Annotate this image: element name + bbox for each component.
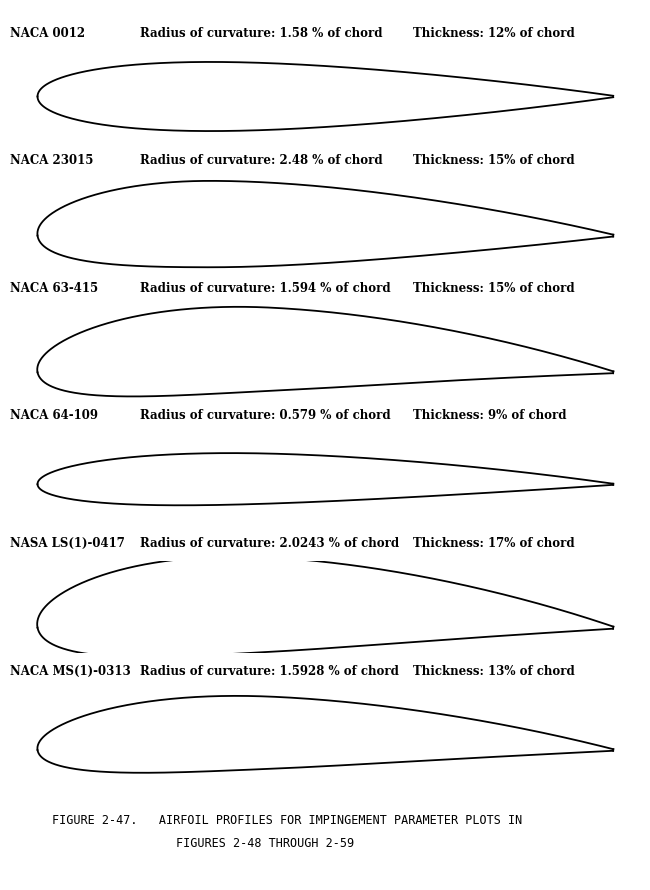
Text: Radius of curvature: 2.48 % of chord: Radius of curvature: 2.48 % of chord xyxy=(140,154,382,167)
Text: FIGURE 2-47.   AIRFOIL PROFILES FOR IMPINGEMENT PARAMETER PLOTS IN: FIGURE 2-47. AIRFOIL PROFILES FOR IMPING… xyxy=(52,814,522,828)
Text: FIGURES 2-48 THROUGH 2-59: FIGURES 2-48 THROUGH 2-59 xyxy=(176,837,354,850)
Text: NACA 23015: NACA 23015 xyxy=(10,154,93,167)
Text: NACA 63-415: NACA 63-415 xyxy=(10,282,98,295)
Text: NASA LS(1)-0417: NASA LS(1)-0417 xyxy=(10,537,125,550)
Text: Radius of curvature: 0.579 % of chord: Radius of curvature: 0.579 % of chord xyxy=(140,409,391,423)
Text: Thickness: 15% of chord: Thickness: 15% of chord xyxy=(413,282,575,295)
Text: Radius of curvature: 2.0243 % of chord: Radius of curvature: 2.0243 % of chord xyxy=(140,537,399,550)
Text: Thickness: 15% of chord: Thickness: 15% of chord xyxy=(413,154,575,167)
Text: Thickness: 9% of chord: Thickness: 9% of chord xyxy=(413,409,566,423)
Text: NACA MS(1)-0313: NACA MS(1)-0313 xyxy=(10,665,131,677)
Text: Radius of curvature: 1.594 % of chord: Radius of curvature: 1.594 % of chord xyxy=(140,282,391,295)
Text: Thickness: 13% of chord: Thickness: 13% of chord xyxy=(413,665,575,677)
Text: Radius of curvature: 1.5928 % of chord: Radius of curvature: 1.5928 % of chord xyxy=(140,665,398,677)
Text: Thickness: 12% of chord: Thickness: 12% of chord xyxy=(413,27,575,40)
Text: Radius of curvature: 1.58 % of chord: Radius of curvature: 1.58 % of chord xyxy=(140,27,382,40)
Text: NACA 64-109: NACA 64-109 xyxy=(10,409,98,423)
Text: Thickness: 17% of chord: Thickness: 17% of chord xyxy=(413,537,575,550)
Text: NACA 0012: NACA 0012 xyxy=(10,27,85,40)
